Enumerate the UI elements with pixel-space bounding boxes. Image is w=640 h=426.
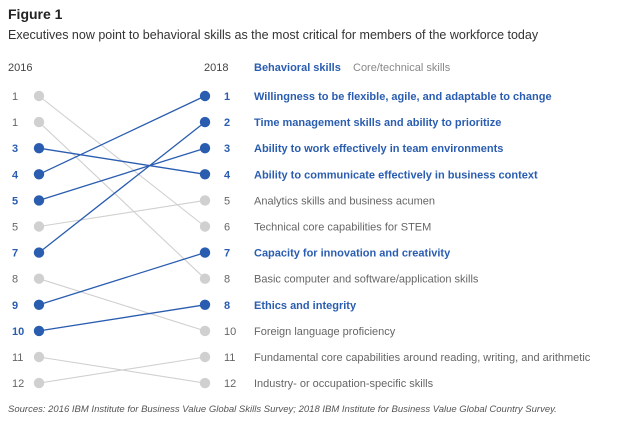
skill-label: Capacity for innovation and creativity — [254, 248, 451, 260]
dot-2016 — [33, 325, 45, 337]
rank-2016: 1 — [12, 91, 18, 103]
link-line — [38, 95, 206, 175]
rank-2018: 8 — [224, 274, 230, 286]
dot-2016 — [33, 351, 45, 363]
link-line — [38, 147, 206, 202]
dot-2016 — [33, 90, 45, 102]
skill-label: Ability to work effectively in team envi… — [254, 143, 503, 155]
dot-2018 — [199, 273, 211, 284]
rank-2016: 4 — [12, 169, 19, 181]
dot-2018 — [199, 247, 211, 258]
rank-2018: 8 — [224, 300, 230, 312]
dot-2016 — [33, 195, 45, 206]
rank-2016: 9 — [12, 300, 18, 312]
rank-2018: 2 — [224, 117, 230, 129]
skill-label: Willingness to be flexible, agile, and a… — [254, 91, 552, 103]
link-line — [38, 121, 206, 254]
slope-chart: 2016 2018 Behavioral skills Core/technic… — [8, 62, 591, 390]
skill-label: Analytics skills and business acumen — [254, 195, 435, 207]
rank-2018: 7 — [224, 248, 230, 260]
skill-label: Technical core capabilities for STEM — [254, 222, 431, 234]
legend-core: Core/technical skills — [353, 62, 451, 74]
right-year-label: 2018 — [204, 62, 228, 74]
link-line — [38, 304, 206, 332]
rank-2018: 12 — [224, 378, 236, 390]
rank-2016: 5 — [12, 222, 18, 234]
rank-2018: 3 — [224, 143, 230, 155]
link-line — [38, 356, 206, 384]
link-line — [38, 147, 206, 175]
dot-2016 — [33, 273, 45, 284]
rank-2016: 3 — [12, 143, 18, 155]
dot-2016 — [33, 221, 45, 232]
rank-2016: 12 — [12, 378, 24, 390]
dot-2016 — [33, 143, 45, 154]
legend-behavioral: Behavioral skills — [254, 62, 341, 74]
rank-2016: 10 — [12, 326, 24, 338]
rank-2018: 5 — [224, 195, 230, 207]
dot-2018 — [199, 325, 211, 337]
dot-2018 — [199, 351, 211, 363]
dot-2018 — [199, 299, 211, 310]
left-year-label: 2016 — [8, 62, 32, 74]
dot-2018 — [199, 90, 211, 102]
dot-2016 — [33, 116, 45, 128]
dot-2018 — [199, 377, 211, 389]
skill-label: Ability to communicate effectively in bu… — [254, 169, 538, 181]
skill-label: Industry- or occupation-specific skills — [254, 378, 434, 390]
source-footnote: Sources: 2016 IBM Institute for Business… — [8, 404, 557, 415]
rank-2016: 7 — [12, 248, 18, 260]
rank-2016: 11 — [12, 352, 23, 364]
skill-label: Fundamental core capabilities around rea… — [254, 352, 591, 364]
skill-label: Time management skills and ability to pr… — [254, 117, 501, 129]
rank-2016: 5 — [12, 195, 18, 207]
dot-2018 — [199, 169, 211, 180]
skill-label: Foreign language proficiency — [254, 326, 396, 338]
link-lines — [38, 95, 206, 384]
link-line — [38, 121, 206, 280]
rank-2018: 6 — [224, 222, 230, 234]
rank-2018: 4 — [224, 169, 231, 181]
skill-label: Basic computer and software/application … — [254, 274, 479, 286]
dot-2016 — [33, 247, 45, 258]
link-line — [38, 199, 206, 228]
right-column: 1 Willingness to be flexible, agile, and … — [199, 90, 591, 390]
figure-label: Figure 1 — [8, 6, 63, 22]
dot-2018 — [199, 143, 211, 154]
rank-2018: 1 — [224, 91, 230, 103]
rank-2018: 11 — [224, 352, 235, 364]
dot-2018 — [199, 195, 211, 206]
dot-2016 — [33, 377, 45, 389]
rank-2016: 1 — [12, 117, 18, 129]
dot-2018 — [199, 221, 211, 232]
link-line — [38, 278, 206, 332]
dot-2018 — [199, 116, 211, 128]
chart-subtitle: Executives now point to behavioral skill… — [8, 28, 539, 42]
rank-2016: 8 — [12, 274, 18, 286]
skill-label: Ethics and integrity — [254, 300, 357, 312]
rank-2018: 10 — [224, 326, 236, 338]
dot-2016 — [33, 299, 45, 310]
link-line — [38, 251, 206, 306]
dot-2016 — [33, 169, 45, 180]
